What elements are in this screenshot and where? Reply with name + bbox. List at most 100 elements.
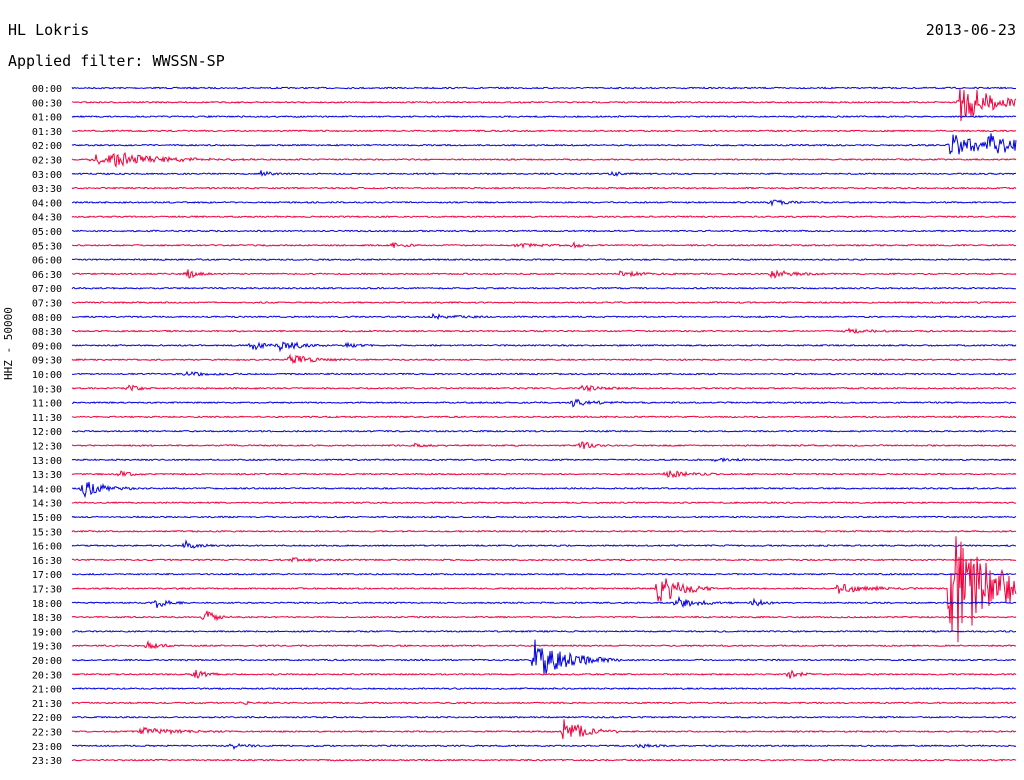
trace-line [71,152,1017,169]
trace-line [71,186,1017,190]
trace-line [71,286,1017,290]
time-label: 13:00 [32,456,62,467]
trace-line [71,629,1017,633]
trace-line [71,129,1017,133]
time-label: 22:30 [32,728,62,739]
trace-line [71,312,1017,321]
time-label: 14:30 [32,499,62,510]
time-label: 18:00 [32,599,62,610]
time-label: 11:00 [32,399,62,410]
time-label: 17:00 [32,570,62,581]
trace-line [71,715,1017,719]
trace-line [71,429,1017,433]
time-label: 04:30 [32,213,62,224]
time-label: 15:00 [32,513,62,524]
trace-line [71,700,1017,705]
time-label: 07:30 [32,299,62,310]
trace-line [71,87,1017,122]
trace-line [71,341,1017,353]
trace-line [71,470,1017,479]
time-label: 12:30 [32,442,62,453]
time-label: 03:30 [32,184,62,195]
time-label: 23:00 [32,742,62,753]
time-label: 08:30 [32,327,62,338]
trace-line [71,610,1017,622]
trace-line [71,639,1017,650]
time-label: 13:30 [32,470,62,481]
time-label: 19:00 [32,627,62,638]
trace-line [71,241,1017,250]
filter-label: Applied filter: WWSSN-SP [8,52,225,70]
time-label: 00:00 [32,84,62,95]
time-label: 06:30 [32,270,62,281]
trace-line [71,370,1017,377]
trace-line [71,719,1017,740]
trace-line [71,384,1016,393]
time-label: 10:30 [32,384,62,395]
time-label: 05:30 [32,241,62,252]
trace-line [71,86,1017,90]
trace-line [71,327,1017,334]
date-label: 2013-06-23 [925,21,1016,39]
time-label: 19:30 [32,642,62,653]
trace-line [71,536,1017,643]
time-label: 00:30 [32,98,62,109]
trace-line [71,539,1017,549]
trace-line [71,556,1017,563]
time-label: 21:00 [32,685,62,696]
trace-line [71,133,1017,155]
trace-line [71,170,1017,177]
trace-line [71,115,1017,119]
trace-line [71,457,1017,463]
time-label: 16:30 [32,556,62,567]
time-label: 15:30 [32,527,62,538]
trace-line [71,639,1016,674]
trace-line [71,572,1017,576]
time-label: 12:00 [32,427,62,438]
time-label: 05:00 [32,227,62,238]
trace-line [71,199,1017,207]
time-label: 07:00 [32,284,62,295]
trace-line [71,301,1017,304]
time-label: 04:00 [32,198,62,209]
time-label: 08:00 [32,313,62,324]
trace-line [71,687,1017,691]
trace-line [71,515,1017,519]
trace-line [71,215,1016,219]
time-label: 23:30 [32,756,62,767]
time-label: 16:00 [32,542,62,553]
time-label: 03:00 [32,170,62,181]
trace-line [71,501,1017,505]
trace-line [71,229,1016,233]
time-label: 20:30 [32,670,62,681]
trace-line [71,758,1017,762]
time-label: 10:00 [32,370,62,381]
time-label: 18:30 [32,613,62,624]
time-label: 02:00 [32,141,62,152]
station-title: HL Lokris [8,21,90,39]
trace-line [71,481,1017,499]
time-label: 14:00 [32,484,62,495]
time-label: 09:30 [32,356,62,367]
trace-line [71,529,1017,533]
time-label: 01:00 [32,113,62,124]
time-label: 20:00 [32,656,62,667]
time-label: 11:30 [32,413,62,424]
time-label: 09:00 [32,341,62,352]
time-label: 21:30 [32,699,62,710]
trace-line [71,415,1017,419]
time-label: 02:30 [32,156,62,167]
trace-line [71,258,1017,262]
time-label: 22:00 [32,713,62,724]
trace-line [71,595,1017,609]
trace-line [71,398,1017,408]
trace-line [71,669,1017,679]
time-label: 06:00 [32,256,62,267]
trace-line [72,269,1017,279]
trace-line [71,742,1017,751]
trace-line [71,441,1017,449]
time-label: 01:30 [32,127,62,138]
time-label: 17:30 [32,585,62,596]
trace-line [71,353,1017,365]
